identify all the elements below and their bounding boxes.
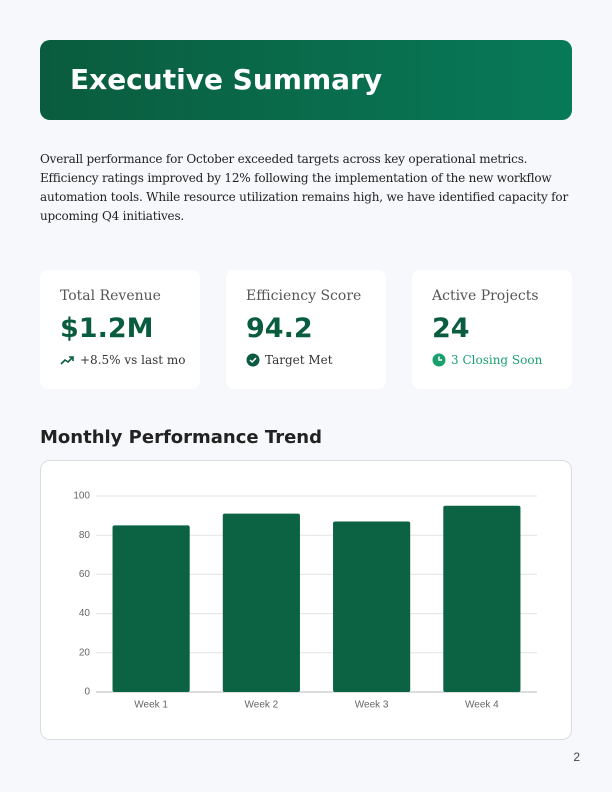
y-tick-label: 60 (79, 569, 91, 580)
kpi-card: Active Projects 24 3 Closing Soon (412, 270, 572, 389)
intro-text: Overall performance for October exceeded… (40, 152, 568, 223)
y-tick-label: 100 (73, 491, 90, 502)
chart: 0 20 40 60 80 100 Week 1 Week 2 Week 3 Week 4 (73, 491, 537, 711)
kpi-note: +8.5% vs last mo (80, 353, 186, 367)
chart-card: 0 20 40 60 80 100 Week 1 Week 2 Week 3 Week 4 (40, 460, 572, 740)
bar (443, 505, 521, 692)
y-tick-label: 0 (84, 687, 90, 698)
kpi-note-row: 3 Closing Soon (432, 353, 542, 367)
clock-icon (432, 353, 446, 367)
kpi-note-row: +8.5% vs last mo (60, 353, 186, 367)
kpi-value: 94.2 (246, 313, 313, 344)
title: Executive Summary (70, 63, 383, 96)
kpi-label: Total Revenue (60, 288, 161, 304)
x-tick-label: Week 1 (134, 700, 168, 711)
kpi-note: Target Met (265, 353, 333, 367)
y-tick-label: 40 (79, 608, 91, 619)
bar (222, 513, 300, 692)
kpi-label: Active Projects (432, 288, 539, 304)
trend-icon (60, 356, 74, 365)
kpi-value: 24 (432, 313, 470, 344)
y-tick-label: 20 (79, 647, 91, 658)
page-number: 2 (573, 750, 580, 764)
kpi-label: Efficiency Score (246, 288, 362, 304)
check-icon (246, 353, 260, 367)
x-tick-label: Week 4 (465, 700, 499, 711)
section-title: Monthly Performance Trend (40, 427, 322, 448)
header-banner: Executive Summary (40, 40, 572, 120)
kpi-note-row: Target Met (246, 353, 333, 367)
kpi-card: Efficiency Score 94.2 Target Met (226, 270, 386, 389)
y-tick-label: 80 (79, 530, 91, 541)
kpi-value: $1.2M (60, 313, 154, 344)
x-tick-label: Week 3 (355, 700, 389, 711)
bar (112, 525, 190, 692)
bar (333, 521, 411, 692)
kpi-note: 3 Closing Soon (451, 353, 543, 367)
kpi-card: Total Revenue $1.2M +8.5% vs last mo (40, 270, 200, 389)
x-tick-label: Week 2 (245, 700, 279, 711)
